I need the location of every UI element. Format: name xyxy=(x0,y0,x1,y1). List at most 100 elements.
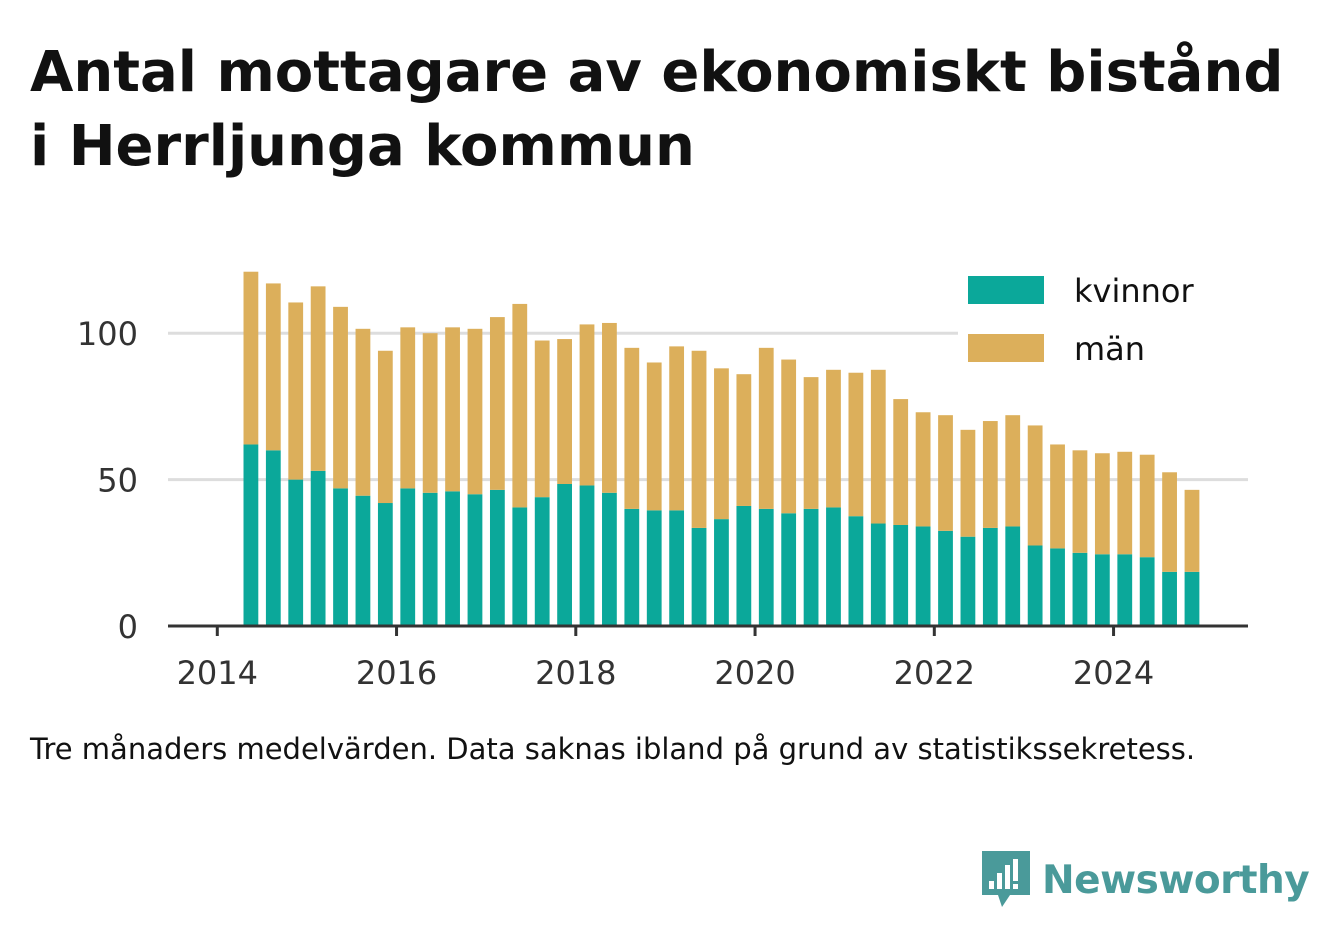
bar-kvinnor xyxy=(602,492,617,626)
bar-kvinnor xyxy=(669,510,685,626)
bar-man xyxy=(736,374,752,506)
bar-kvinnor xyxy=(557,483,572,626)
bar-kvinnor xyxy=(915,526,931,626)
newsworthy-logo-icon xyxy=(982,851,1030,907)
bar-man xyxy=(602,322,617,493)
bar-kvinnor xyxy=(803,508,819,626)
bar-man xyxy=(310,286,326,471)
bar-man xyxy=(646,362,662,511)
bar-kvinnor xyxy=(758,508,774,626)
bar-kvinnor xyxy=(624,508,640,626)
bar-kvinnor xyxy=(1184,571,1200,626)
bar-kvinnor xyxy=(310,470,326,626)
bar-man xyxy=(489,317,505,490)
bar-kvinnor xyxy=(579,485,595,626)
bar-kvinnor xyxy=(512,507,528,626)
bar-kvinnor xyxy=(938,530,953,626)
legend-label-man: män xyxy=(1074,330,1145,368)
bar-kvinnor xyxy=(1139,557,1155,626)
bar-man xyxy=(758,347,774,509)
bar-kvinnor xyxy=(736,505,752,626)
legend-swatch-man xyxy=(968,334,1044,362)
bar-kvinnor xyxy=(377,503,393,626)
bar-kvinnor xyxy=(982,527,998,626)
bar-kvinnor xyxy=(1072,552,1088,626)
bar-kvinnor xyxy=(467,494,483,626)
bar-man xyxy=(265,283,281,451)
chart-title-line-1: Antal mottagare av ekonomiskt bistånd xyxy=(30,40,1284,105)
bar-man xyxy=(355,328,371,496)
bar-man xyxy=(714,368,729,520)
bar-man xyxy=(915,412,931,527)
bar-man xyxy=(445,327,460,492)
bar-man xyxy=(848,372,864,517)
x-tick-label: 2016 xyxy=(356,654,437,692)
newsworthy-logo: Newsworthy xyxy=(980,850,1310,910)
bar-man xyxy=(803,377,819,509)
bar-kvinnor xyxy=(400,488,416,626)
bar-man xyxy=(512,303,528,508)
bar-kvinnor xyxy=(422,492,438,626)
legend: kvinnor män xyxy=(958,268,1248,370)
bar-man xyxy=(243,271,259,445)
bar-man xyxy=(400,327,416,489)
bar-man xyxy=(1139,454,1155,558)
bar-kvinnor xyxy=(1027,545,1043,626)
stacked-bar-chart: 0 50 100 2014 2016 2018 2020 2022 2024 kvinnor mä… xyxy=(76,268,1248,692)
bar-kvinnor xyxy=(826,507,841,626)
bar-man xyxy=(1027,425,1043,546)
x-tick-label: 2020 xyxy=(714,654,795,692)
chart-title-line-2: i Herrljunga kommun xyxy=(30,114,695,179)
bar-kvinnor xyxy=(288,479,304,626)
bar-man xyxy=(1117,451,1133,555)
bar-kvinnor xyxy=(848,516,864,626)
y-tick-label: 0 xyxy=(118,608,138,646)
bar-kvinnor xyxy=(960,536,976,626)
bar-kvinnor xyxy=(265,450,281,626)
bar-man xyxy=(288,302,304,480)
bar-man xyxy=(1094,453,1110,555)
bar-kvinnor xyxy=(1162,571,1177,626)
bar-man xyxy=(938,415,953,531)
chart-caption: Tre månaders medelvärden. Data saknas ib… xyxy=(30,732,1196,766)
bar-kvinnor xyxy=(333,488,348,626)
bar-man xyxy=(826,369,841,508)
bar-man xyxy=(1050,444,1065,549)
bar-man xyxy=(624,347,640,509)
bar-man xyxy=(1005,415,1021,527)
bar-kvinnor xyxy=(1117,554,1133,626)
bar-man xyxy=(893,399,909,525)
brand-name: Newsworthy xyxy=(1042,857,1310,903)
x-tick-label: 2018 xyxy=(535,654,616,692)
chart-title: Antal mottagare av ekonomiskt bistånd i … xyxy=(30,36,1300,184)
bar-kvinnor xyxy=(355,495,371,626)
legend-label-kvinnor: kvinnor xyxy=(1074,272,1195,310)
bar-man xyxy=(1184,489,1200,572)
bar-man xyxy=(1072,450,1088,553)
legend-swatch-kvinnor xyxy=(968,276,1044,304)
bar-man xyxy=(960,429,976,537)
bar-man xyxy=(1162,472,1177,572)
axes: 0 50 100 2014 2016 2018 2020 2022 2024 xyxy=(77,315,1248,692)
bar-kvinnor xyxy=(691,527,707,626)
bar-man xyxy=(691,350,707,528)
bar-man xyxy=(579,324,595,486)
bar-man xyxy=(557,339,572,484)
x-tick-label: 2014 xyxy=(177,654,258,692)
bar-kvinnor xyxy=(1050,548,1065,626)
bar-kvinnor xyxy=(489,489,505,626)
bar-kvinnor xyxy=(445,491,460,626)
bars xyxy=(243,271,1200,626)
bar-kvinnor xyxy=(893,524,909,626)
x-tick-label: 2022 xyxy=(894,654,975,692)
bar-kvinnor xyxy=(781,513,797,626)
bar-kvinnor xyxy=(243,444,259,626)
bar-kvinnor xyxy=(1005,526,1021,626)
bar-kvinnor xyxy=(534,497,550,626)
bar-man xyxy=(333,306,348,489)
bar-man xyxy=(467,328,483,495)
bar-man xyxy=(870,369,886,524)
bar-man xyxy=(982,421,998,528)
x-tick-label: 2024 xyxy=(1073,654,1154,692)
y-tick-label: 50 xyxy=(97,462,138,500)
